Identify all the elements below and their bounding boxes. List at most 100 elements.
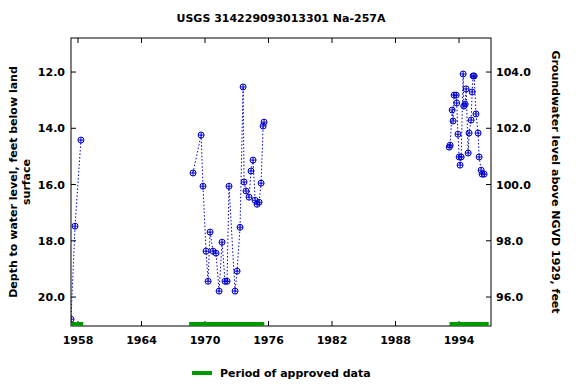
data-point	[258, 180, 264, 186]
x-tick	[332, 38, 333, 43]
y2-tick	[486, 72, 491, 73]
y2-tick	[486, 297, 491, 298]
marker-circle	[246, 194, 252, 200]
y-tick	[71, 240, 76, 241]
marker-circle	[469, 89, 475, 95]
marker-circle	[460, 71, 466, 77]
y2-tick	[486, 240, 491, 241]
marker-cross	[243, 188, 249, 194]
legend-swatch	[192, 371, 212, 375]
marker-cross	[207, 229, 213, 235]
y2-tick-label: 98.0	[496, 235, 523, 248]
marker-cross	[468, 117, 474, 123]
data-point	[71, 316, 74, 322]
marker-circle	[455, 131, 461, 137]
marker-cross	[72, 223, 78, 229]
data-point	[457, 162, 463, 168]
marker-circle	[457, 162, 463, 168]
data-point	[232, 288, 238, 294]
marker-cross	[198, 132, 204, 138]
marker-cross	[453, 92, 459, 98]
data-point	[224, 278, 230, 284]
marker-cross	[463, 86, 469, 92]
x-tick	[141, 321, 142, 326]
legend-label: Period of approved data	[220, 367, 371, 380]
data-point	[463, 86, 469, 92]
y-tick-label: 16.0	[38, 179, 65, 192]
data-point	[234, 268, 240, 274]
marker-circle	[190, 170, 196, 176]
marker-circle	[450, 118, 456, 124]
data-point	[476, 154, 482, 160]
data-point	[216, 288, 222, 294]
marker-circle	[224, 278, 230, 284]
marker-circle	[72, 223, 78, 229]
y-tick-label: 12.0	[38, 66, 65, 79]
marker-cross	[261, 119, 267, 125]
marker-cross	[447, 142, 453, 148]
marker-circle	[237, 224, 243, 230]
data-point	[462, 101, 468, 107]
y-tick	[71, 72, 76, 73]
marker-cross	[460, 71, 466, 77]
x-tick-label: 1970	[190, 334, 221, 347]
marker-cross	[237, 224, 243, 230]
marker-circle	[241, 179, 247, 185]
marker-circle	[207, 229, 213, 235]
data-point	[237, 224, 243, 230]
marker-circle	[219, 239, 225, 245]
marker-cross	[481, 171, 487, 177]
data-point	[466, 130, 472, 136]
data-point	[250, 157, 256, 163]
y2-tick-label: 102.0	[496, 122, 531, 135]
data-point	[205, 278, 211, 284]
marker-circle	[453, 92, 459, 98]
x-tick	[141, 38, 142, 43]
data-point	[469, 89, 475, 95]
marker-cross	[471, 73, 477, 79]
marker-cross	[213, 250, 219, 256]
y2-axis-label: Groundwater level above NGVD 1929, feet	[549, 50, 562, 313]
y-tick-label: 14.0	[38, 122, 65, 135]
marker-circle	[462, 101, 468, 107]
data-point	[190, 170, 196, 176]
marker-circle	[256, 199, 262, 205]
y-tick-label: 20.0	[38, 291, 65, 304]
chart: USGS 314229093013301 Na-257A195819641970…	[0, 0, 576, 384]
marker-circle	[232, 288, 238, 294]
marker-circle	[243, 188, 249, 194]
marker-cross	[458, 154, 464, 160]
marker-circle	[78, 137, 84, 143]
marker-circle	[463, 86, 469, 92]
approved-period	[189, 322, 264, 326]
marker-circle	[468, 117, 474, 123]
data-point	[78, 137, 84, 143]
data-group	[71, 71, 489, 326]
approved-period	[450, 322, 489, 326]
y2-tick	[486, 184, 491, 185]
marker-cross	[71, 316, 74, 322]
x-tick	[395, 321, 396, 326]
marker-circle	[471, 73, 477, 79]
marker-cross	[78, 137, 84, 143]
marker-circle	[226, 183, 232, 189]
marker-circle	[198, 132, 204, 138]
data-point	[473, 111, 479, 117]
x-tick-label: 1958	[63, 334, 94, 347]
y-tick	[71, 128, 76, 129]
x-tick-label: 1994	[444, 334, 475, 347]
data-point	[450, 118, 456, 124]
x-tick	[268, 321, 269, 326]
marker-cross	[205, 278, 211, 284]
marker-circle	[261, 119, 267, 125]
marker-cross	[200, 183, 206, 189]
marker-cross	[260, 123, 266, 129]
y2-tick-label: 100.0	[496, 179, 531, 192]
marker-cross	[476, 154, 482, 160]
plot-frame	[71, 38, 491, 326]
x-tick	[395, 38, 396, 43]
y2-tick-label: 96.0	[496, 291, 523, 304]
data-point	[219, 239, 225, 245]
data-point	[203, 248, 209, 254]
x-tick	[205, 38, 206, 43]
